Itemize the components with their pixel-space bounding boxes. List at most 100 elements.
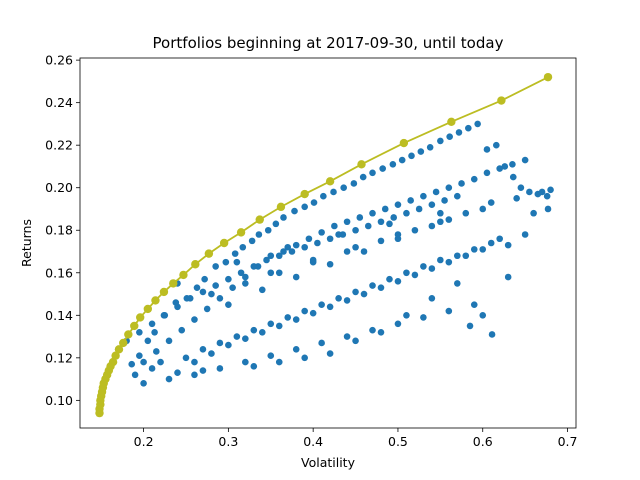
scatter-point (458, 180, 465, 187)
y-tick-label: 0.22 (45, 138, 73, 153)
scatter-point (255, 231, 263, 238)
scatter-point (165, 337, 173, 345)
scatter-point (479, 312, 487, 319)
scatter-point (225, 275, 232, 283)
frontier-point (159, 287, 169, 297)
scatter-point (501, 163, 509, 170)
scatter-point (389, 161, 397, 168)
scatter-point (258, 329, 266, 336)
scatter-point (488, 331, 496, 338)
scatter-point (233, 333, 241, 340)
scatter-point (267, 352, 275, 360)
scatter-point (165, 375, 173, 383)
scatter-point (140, 380, 147, 387)
scatter-point (377, 329, 385, 336)
scatter-point (369, 326, 376, 334)
x-tick-label: 0.4 (303, 434, 323, 449)
frontier-point (204, 249, 214, 258)
scatter-point (320, 192, 327, 200)
scatter-point (231, 250, 239, 257)
scatter-point (483, 169, 491, 177)
scatter-point (191, 358, 198, 366)
scatter-point (496, 165, 503, 172)
scatter-point (437, 218, 444, 226)
scatter-point (318, 339, 325, 347)
scatter-point (340, 184, 347, 192)
scatter-point (483, 146, 491, 153)
scatter-point (408, 152, 415, 160)
scatter-point (547, 186, 554, 194)
scatter-point (267, 252, 275, 260)
scatter-point (191, 371, 198, 379)
scatter-point (465, 124, 472, 132)
frontier-point (497, 96, 506, 105)
scatter-point (420, 314, 427, 321)
scatter-point (331, 222, 338, 230)
scatter-point (445, 307, 453, 315)
scatter-point (441, 197, 448, 204)
scatter-point (335, 231, 342, 238)
scatter-point (417, 148, 425, 155)
scatter-point (364, 222, 372, 230)
y-tick-label: 0.20 (45, 180, 73, 195)
frontier-point (108, 357, 118, 367)
scatter-point (242, 335, 249, 342)
scatter-point (326, 350, 334, 357)
scatter-point (350, 180, 358, 187)
scatter-point (161, 312, 169, 319)
scatter-point (369, 282, 376, 289)
y-tick-label: 0.12 (45, 350, 73, 365)
scatter-point (470, 175, 478, 183)
x-axis: 0.2 0.3 0.4 0.5 0.6 0.7 (134, 428, 577, 449)
frontier-series (95, 72, 553, 418)
frontier-point (543, 72, 553, 82)
scatter-point (335, 294, 342, 302)
scatter-point (428, 265, 436, 272)
scatter-point (377, 218, 385, 226)
scatter-point (178, 326, 186, 334)
scatter-point (360, 248, 368, 255)
scatter-point (222, 258, 230, 266)
scatter-point (258, 286, 266, 294)
scatter-point (326, 260, 334, 268)
scatter-point (305, 235, 313, 243)
y-tick-label: 0.10 (45, 393, 73, 408)
scatter-point (330, 188, 337, 196)
frontier-point (236, 228, 246, 237)
scatter-point (455, 129, 463, 136)
scatter-point (428, 294, 436, 302)
scatter-point (386, 220, 393, 228)
scatter-point (343, 218, 351, 226)
scatter-point (208, 350, 215, 357)
scatter-points (114, 120, 554, 387)
scatter-point (369, 169, 376, 177)
scatter-point (264, 226, 272, 234)
scatter-point (151, 329, 158, 336)
scatter-point (326, 235, 334, 243)
x-tick-label: 0.6 (473, 434, 493, 449)
scatter-point (359, 173, 367, 181)
scatter-point (216, 294, 224, 302)
scatter-point (216, 339, 224, 347)
scatter-point (250, 263, 258, 270)
scatter-point (446, 133, 453, 140)
y-tick-label: 0.18 (45, 223, 73, 238)
frontier-point (114, 345, 124, 354)
scatter-point (386, 275, 393, 283)
scatter-point (326, 303, 334, 311)
scatter-point (275, 252, 283, 260)
scatter-point (201, 275, 208, 283)
scatter-point (470, 301, 478, 308)
scatter-point (310, 199, 318, 206)
scatter-point (474, 120, 481, 128)
frontier-point (151, 296, 160, 305)
frontier-point (300, 189, 309, 199)
x-tick-label: 0.2 (134, 434, 154, 449)
scatter-point (398, 156, 406, 164)
scatter-point (309, 309, 317, 317)
scatter-point (131, 371, 139, 379)
scatter-point (301, 354, 308, 362)
scatter-point (394, 320, 402, 328)
scatter-point (462, 252, 470, 260)
